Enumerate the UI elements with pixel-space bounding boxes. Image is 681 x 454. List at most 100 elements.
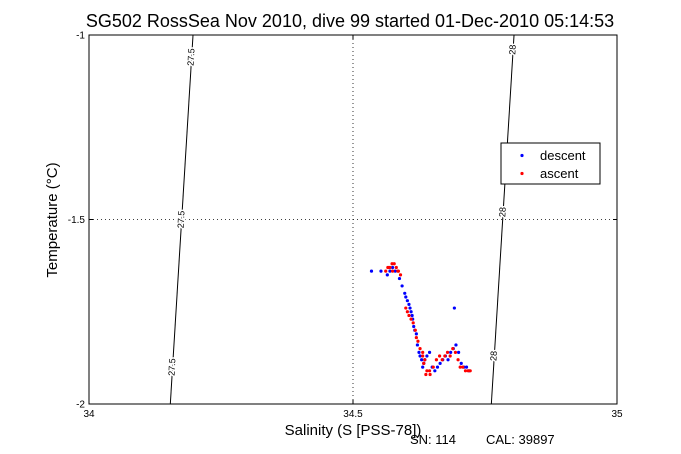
descent-point: [391, 265, 395, 270]
descent-point: [388, 269, 392, 273]
descent-point: [403, 291, 407, 295]
ascent-point: [424, 372, 428, 377]
descent-point: [410, 313, 414, 318]
descent-point: [397, 276, 402, 281]
legend: descent ascent: [500, 142, 601, 185]
ascent-point: [421, 350, 425, 354]
descent-point: [452, 306, 456, 310]
legend-ascent-marker: [520, 171, 524, 176]
descent-point: [369, 269, 374, 273]
descent-series: [369, 265, 471, 373]
ascent-point: [428, 372, 432, 377]
ascent-point: [407, 313, 411, 318]
x-tick-label: 35: [611, 409, 623, 420]
y-tick-label: -1: [76, 31, 85, 42]
legend-descent-label: descent: [540, 148, 586, 163]
calibration-label: CAL: 39897: [486, 432, 555, 447]
descent-point: [408, 306, 412, 310]
descent-point: [449, 350, 453, 354]
x-tick-label: 34: [83, 409, 95, 420]
descent-point: [385, 273, 389, 277]
descent-point: [425, 354, 429, 358]
ascent-point: [396, 269, 400, 273]
contour-label: 27.5: [167, 358, 178, 376]
ascent-point: [418, 347, 422, 351]
descent-point: [400, 284, 404, 288]
ascent-point: [427, 369, 432, 373]
ascent-point: [445, 350, 450, 354]
ascent-point: [416, 339, 420, 343]
ascent-point: [434, 358, 439, 362]
ascent-point: [409, 317, 413, 321]
descent-point: [407, 302, 411, 306]
descent-point: [464, 365, 469, 369]
descent-point: [418, 354, 422, 358]
contour-label: 28: [507, 44, 518, 55]
descent-point: [446, 358, 450, 362]
y-axis-label: Temperature (°C): [44, 162, 61, 277]
ascent-point: [414, 335, 418, 340]
legend-descent-marker: [520, 153, 524, 158]
ascent-point: [461, 365, 465, 369]
contour-label: 28: [497, 207, 508, 218]
ascent-point: [463, 369, 468, 373]
descent-point: [459, 361, 463, 366]
ascent-point: [453, 350, 458, 354]
contour-line: [169, 34, 194, 405]
ascent-point: [387, 265, 391, 270]
ascent-point: [404, 306, 408, 310]
descent-point: [417, 350, 421, 354]
contour-label: 27.5: [176, 210, 187, 228]
ascent-point: [391, 269, 395, 273]
ascent-point: [456, 358, 460, 362]
ascent-point: [392, 262, 396, 266]
descent-point: [412, 324, 416, 329]
contour-line: [490, 34, 515, 405]
ascent-point: [411, 321, 415, 325]
ascent-point: [458, 365, 462, 369]
ascent-series: [384, 262, 472, 377]
legend-box: [500, 142, 601, 185]
density-contours: 27.5 27.5 27.5 28 28 28: [165, 34, 519, 405]
ascent-point: [384, 269, 388, 273]
descent-point: [454, 343, 458, 347]
ascent-point: [468, 369, 472, 373]
descent-point: [438, 361, 442, 366]
descent-point: [414, 332, 418, 336]
descent-point: [435, 365, 440, 369]
x-tick-label: 34.5: [343, 409, 363, 420]
descent-point: [379, 269, 383, 273]
descent-point: [409, 310, 413, 314]
ascent-point: [425, 369, 429, 373]
ascent-point: [423, 358, 427, 362]
contour-label: 28: [488, 351, 499, 362]
descent-point: [433, 369, 437, 373]
ascent-point: [431, 365, 435, 369]
ascent-point: [398, 273, 403, 277]
descent-point: [457, 350, 461, 354]
chart-title: SG502 RossSea Nov 2010, dive 99 started …: [86, 11, 614, 31]
descent-point: [415, 343, 420, 347]
descent-point: [421, 365, 425, 369]
legend-ascent-label: ascent: [540, 166, 579, 181]
ascent-point: [394, 265, 398, 270]
serial-number-label: SN: 114: [410, 432, 456, 447]
x-axis-label: Salinity (S [PSS-78]): [285, 422, 422, 439]
descent-point: [404, 295, 408, 299]
y-tick-label: -2: [76, 400, 85, 411]
ascent-point: [413, 328, 417, 332]
ascent-point: [405, 310, 409, 314]
contour-label: 27.5: [186, 48, 197, 66]
ascent-point: [443, 354, 447, 358]
ascent-point: [451, 347, 455, 351]
descent-point: [427, 350, 432, 354]
ascent-point: [448, 354, 452, 358]
descent-point: [420, 358, 424, 362]
ascent-point: [421, 354, 425, 358]
grid-lines: [89, 35, 617, 404]
descent-point: [405, 299, 409, 303]
ascent-point: [437, 354, 442, 358]
axis-ticks: 34 34.5 35 -1 -1.5 -2: [68, 31, 623, 421]
ascent-point: [440, 358, 444, 362]
